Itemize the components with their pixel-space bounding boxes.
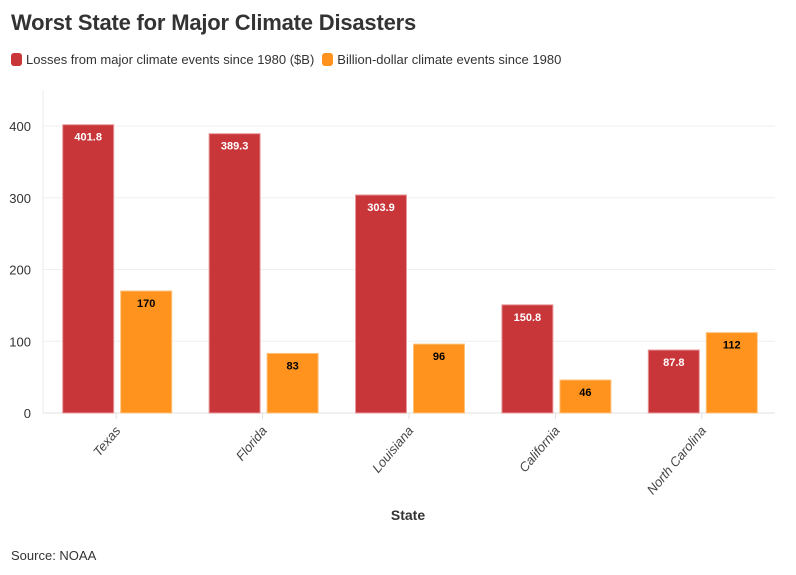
- y-tick-label: 0: [24, 406, 31, 421]
- data-label: 83: [286, 360, 298, 372]
- data-label: 96: [433, 351, 445, 363]
- y-tick-label: 200: [9, 263, 31, 278]
- data-label: 150.8: [514, 312, 542, 324]
- bar-losses-florida[interactable]: [208, 133, 261, 414]
- data-label: 170: [137, 298, 155, 310]
- x-tick-label: California: [516, 423, 563, 475]
- y-tick-label: 400: [9, 119, 31, 134]
- legend: Losses from major climate events since 1…: [11, 52, 569, 67]
- source-note: Source: NOAA: [11, 548, 97, 563]
- x-axis-title: State: [391, 507, 425, 523]
- chart-title: Worst State for Major Climate Disasters: [11, 10, 417, 35]
- bar-events-california[interactable]: [559, 379, 612, 414]
- data-label: 401.8: [74, 132, 102, 144]
- x-tick-label: Louisiana: [369, 423, 416, 475]
- legend-label-losses: Losses from major climate events since 1…: [26, 52, 315, 67]
- y-tick-label: 300: [9, 191, 31, 206]
- x-tick-label: North Carolina: [644, 423, 709, 497]
- x-tick-label: Florida: [233, 423, 270, 463]
- bar-losses-california[interactable]: [501, 304, 554, 414]
- legend-item-losses[interactable]: Losses from major climate events since 1…: [11, 52, 314, 67]
- x-tick-label: Texas: [90, 423, 124, 459]
- legend-swatch-losses: [11, 53, 22, 66]
- bar-events-louisiana[interactable]: [413, 343, 465, 414]
- bar-losses-texas[interactable]: [62, 124, 115, 414]
- bar-events-texas[interactable]: [120, 290, 173, 414]
- legend-item-events[interactable]: Billion-dollar climate events since 1980: [322, 52, 561, 67]
- legend-label-events: Billion-dollar climate events since 1980: [337, 52, 562, 67]
- y-axis: 0 100 200 300 400: [9, 119, 31, 421]
- data-label: 46: [579, 387, 591, 399]
- bars: 401.8 170 389.3 83 303.9 96 150.8 46 87.8 112: [62, 124, 758, 414]
- x-axis: Texas Florida Louisiana California North Car…: [90, 413, 709, 497]
- data-label: 389.3: [221, 141, 249, 153]
- bar-events-north-carolina[interactable]: [705, 332, 758, 414]
- data-label: 112: [723, 340, 741, 352]
- data-label: 303.9: [367, 202, 395, 214]
- legend-swatch-events: [322, 53, 334, 66]
- bar-losses-north-carolina[interactable]: [647, 349, 700, 414]
- data-label: 87.8: [663, 357, 684, 369]
- bar-losses-louisiana[interactable]: [355, 194, 407, 414]
- y-tick-label: 100: [9, 334, 31, 349]
- bar-events-florida[interactable]: [266, 352, 319, 414]
